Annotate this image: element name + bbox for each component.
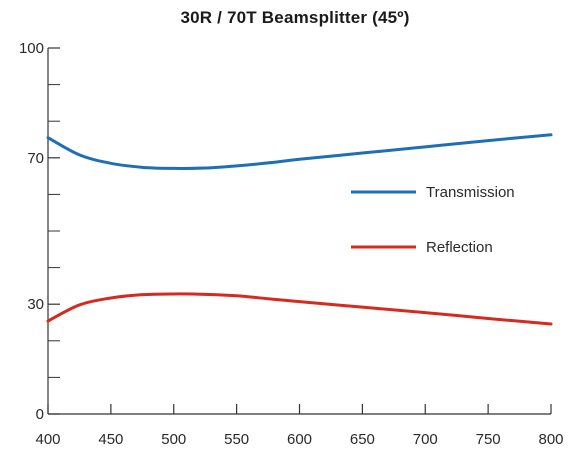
x-tick-label: 550 xyxy=(224,431,249,448)
transmission-line xyxy=(46,133,553,170)
x-tick-label: 800 xyxy=(538,431,563,448)
reflection-line xyxy=(46,292,553,326)
legend: Transmission Reflection xyxy=(351,184,515,256)
y-tick-label: 100 xyxy=(19,40,44,57)
y-tick-label: 30 xyxy=(27,296,44,313)
x-tick-label: 450 xyxy=(98,431,123,448)
reflection-legend-label: Reflection xyxy=(426,239,493,256)
tick-labels: 0 30 70 100 400 450 500 550 600 650 700 750 800 xyxy=(19,40,564,448)
x-tick-label: 750 xyxy=(476,431,501,448)
chart-title: 30R / 70T Beamsplitter (45º) xyxy=(180,8,410,27)
tick-marks xyxy=(47,47,552,415)
axes xyxy=(47,48,551,415)
x-tick-label: 650 xyxy=(350,431,375,448)
x-tick-label: 400 xyxy=(35,431,60,448)
x-tick-label: 700 xyxy=(413,431,438,448)
series-lines xyxy=(46,133,553,326)
y-tick-label: 0 xyxy=(36,406,44,423)
transmission-legend-label: Transmission xyxy=(426,184,515,201)
x-tick-label: 600 xyxy=(287,431,312,448)
y-tick-label: 70 xyxy=(27,150,44,167)
x-tick-label: 500 xyxy=(161,431,186,448)
